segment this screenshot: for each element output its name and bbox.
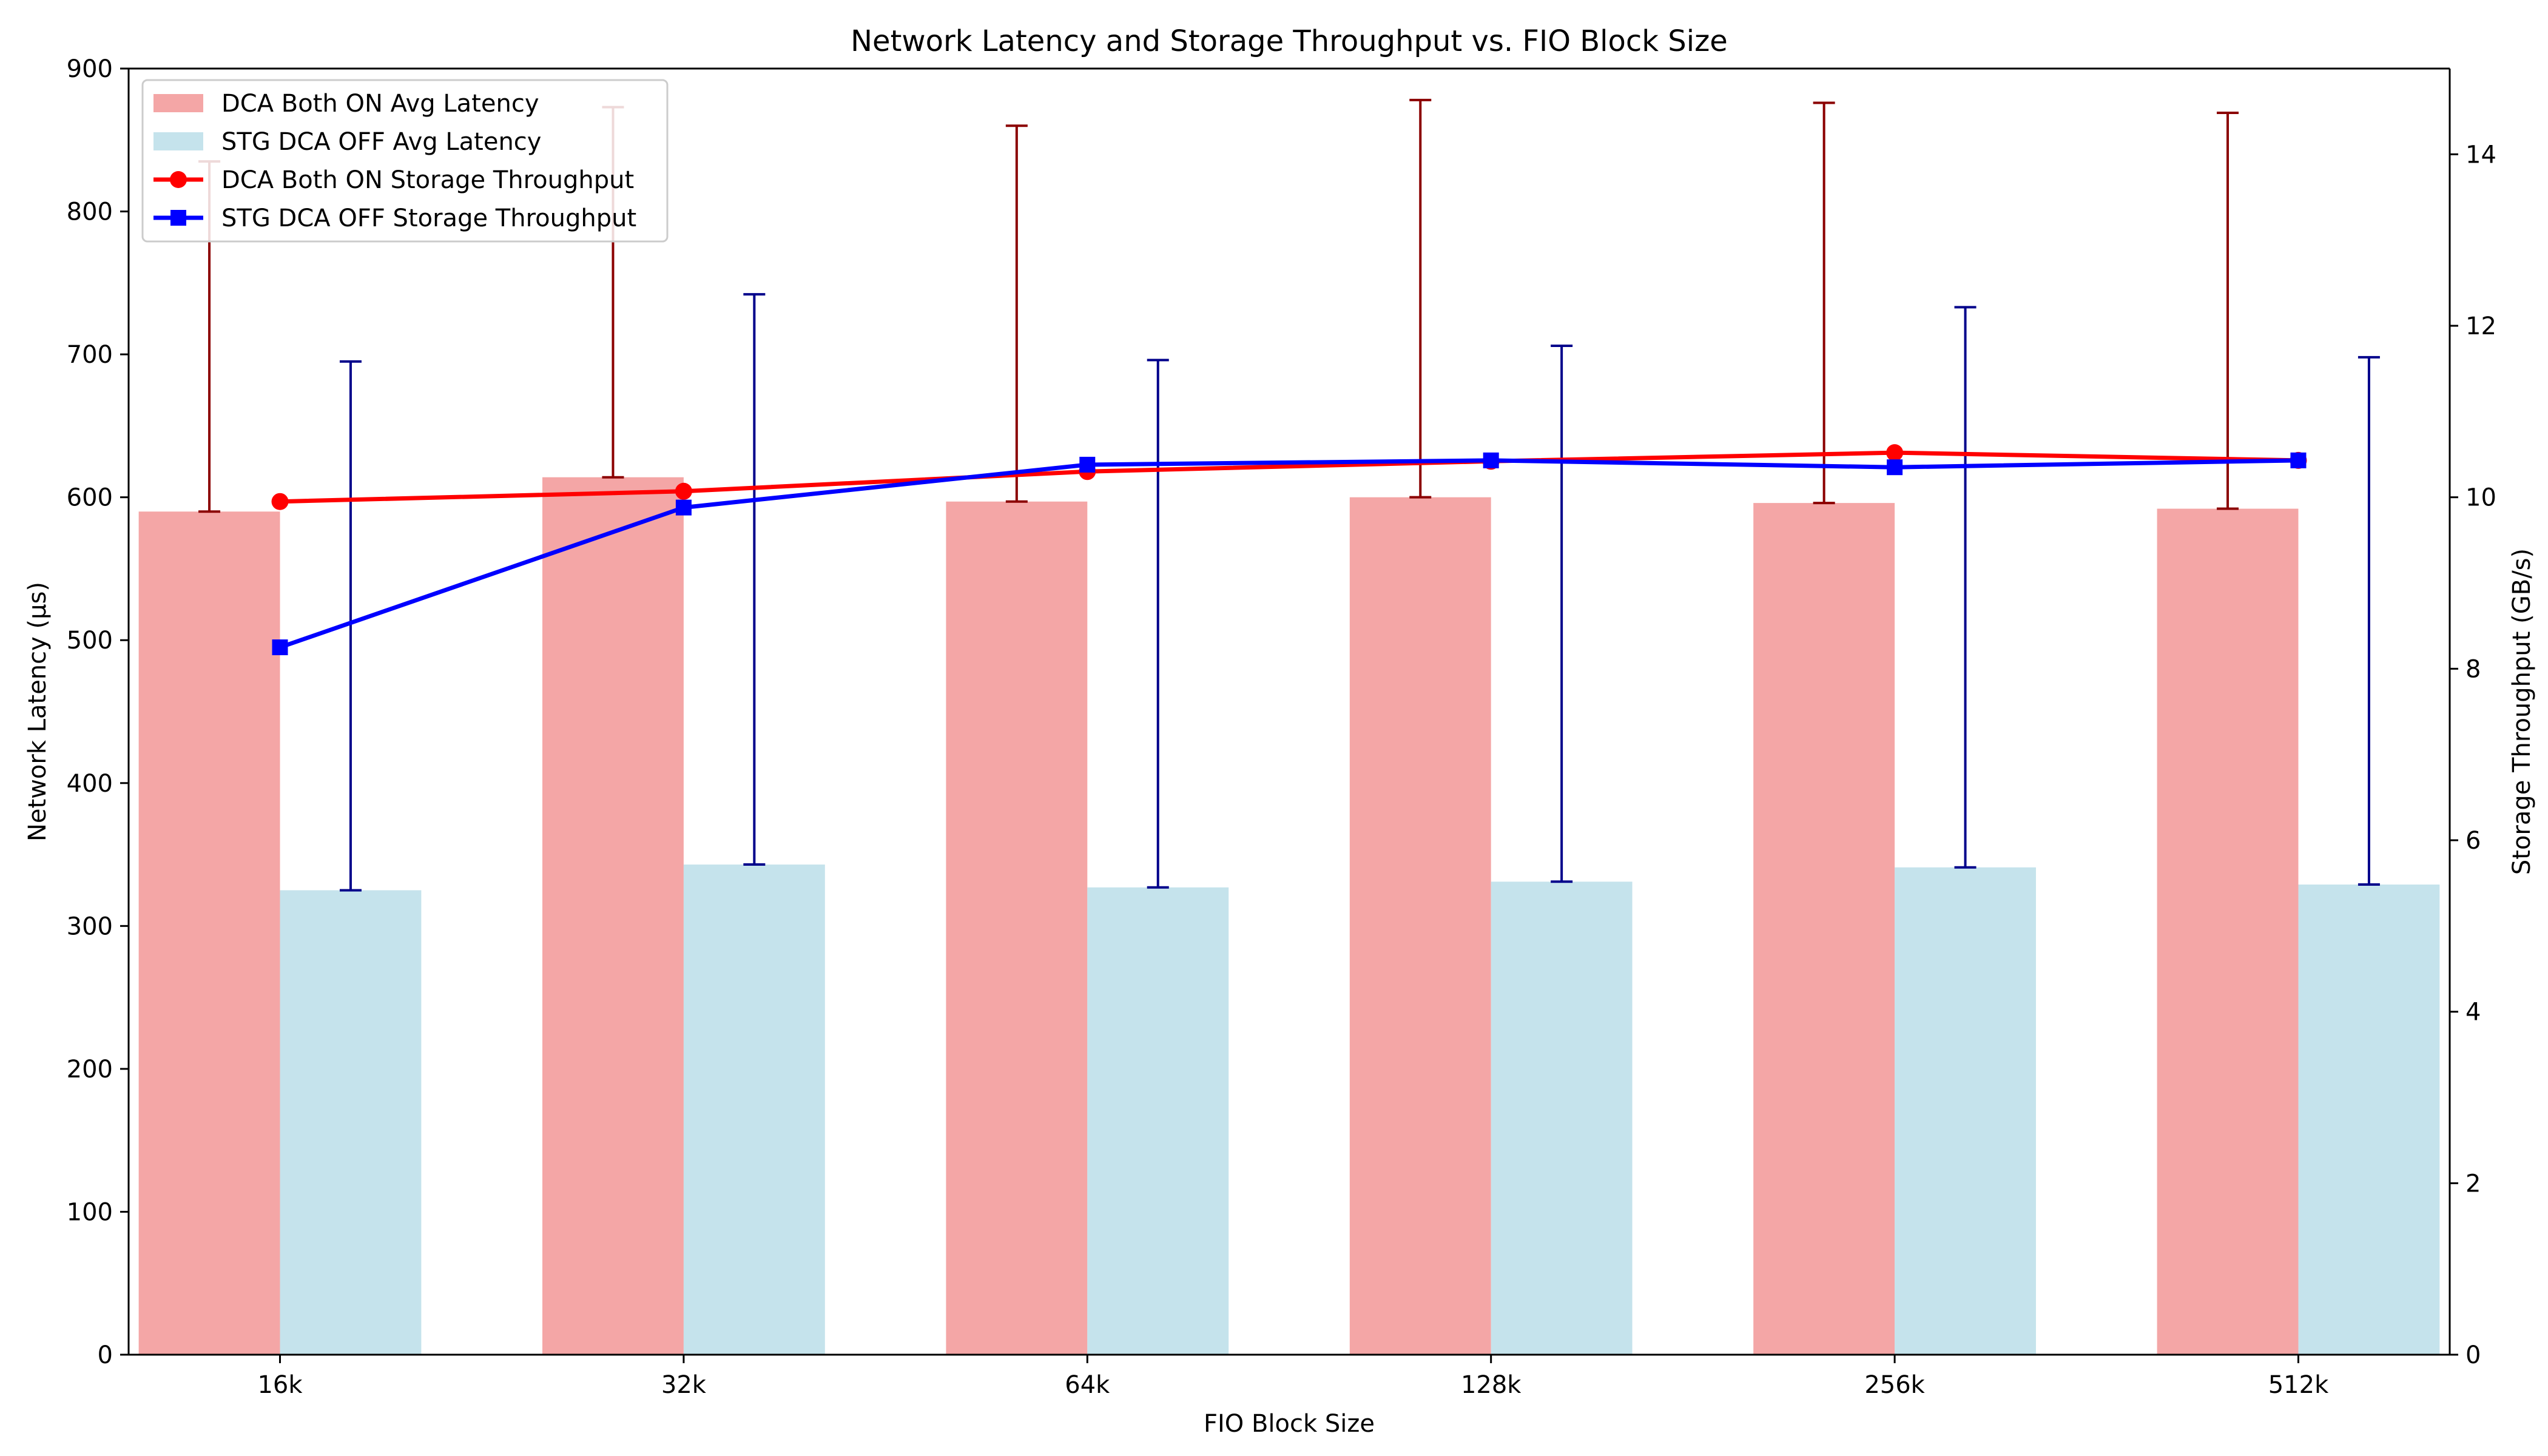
- legend: DCA Both ON Avg Latency STG DCA OFF Avg L…: [141, 79, 669, 243]
- y2-tick-label: 6: [2465, 827, 2481, 855]
- bars-layer: [138, 477, 2440, 1355]
- x-tick-label: 128k: [1461, 1371, 1522, 1399]
- bar: [2298, 885, 2440, 1355]
- y2-axis-label: Storage Throughput (GB/s): [2508, 548, 2536, 875]
- y-tick-label: 500: [67, 627, 113, 655]
- bar: [683, 864, 825, 1355]
- y-axis-label: Network Latency (µs): [24, 582, 52, 841]
- point-marker: [675, 482, 692, 500]
- x-tick-label: 32k: [661, 1371, 707, 1399]
- point-marker: [1079, 456, 1096, 473]
- y2-tick-label: 4: [2465, 999, 2481, 1026]
- bar: [280, 890, 422, 1355]
- bar: [138, 511, 280, 1355]
- series-line: [280, 450, 2299, 504]
- point-marker: [2290, 452, 2307, 468]
- bar: [1753, 503, 1895, 1355]
- y2-tick-label: 14: [2465, 141, 2496, 169]
- point-marker: [1887, 459, 1903, 476]
- y-tick-label: 900: [67, 55, 113, 83]
- point-marker: [271, 493, 289, 510]
- y-tick-label: 800: [67, 198, 113, 226]
- bar: [1087, 887, 1229, 1355]
- legend-marker: [170, 210, 186, 226]
- legend-box: [141, 79, 669, 243]
- y-tick-label: 0: [98, 1341, 113, 1369]
- y-tick-label: 100: [67, 1198, 113, 1226]
- y2-tick-label: 2: [2465, 1170, 2481, 1198]
- y-tick-label: 200: [67, 1056, 113, 1084]
- point-marker: [1483, 452, 1499, 468]
- point-marker: [272, 639, 288, 655]
- chart-title: Network Latency and Storage Throughput v…: [851, 24, 1728, 58]
- bar: [1491, 881, 1633, 1355]
- y2-tick-label: 12: [2465, 312, 2496, 340]
- series-line: [279, 458, 2299, 650]
- y2-tick-label: 8: [2465, 655, 2481, 683]
- legend-label: DCA Both ON Avg Latency: [221, 90, 539, 118]
- bar: [1349, 497, 1491, 1355]
- legend-label: DCA Both ON Storage Throughput: [221, 166, 634, 194]
- point-marker: [1886, 444, 1904, 462]
- x-tick-label: 256k: [1864, 1371, 1925, 1399]
- y-tick-label: 400: [67, 770, 113, 798]
- y-tick-label: 300: [67, 912, 113, 940]
- x-tick-label: 64k: [1065, 1371, 1110, 1399]
- y2-tick-label: 10: [2465, 484, 2496, 512]
- y-tick-label: 600: [67, 484, 113, 512]
- legend-swatch: [153, 94, 203, 112]
- bar: [2157, 508, 2299, 1355]
- point-marker: [675, 499, 692, 516]
- error-bars-layer: [198, 98, 2380, 892]
- y-tick-label: 700: [67, 341, 113, 369]
- bar: [946, 501, 1088, 1355]
- legend-label: STG DCA OFF Storage Throughput: [221, 204, 636, 232]
- x-axis-label: FIO Block Size: [1204, 1410, 1375, 1438]
- bar: [1895, 867, 2036, 1355]
- legend-marker: [170, 171, 187, 188]
- y2-tick-label: 0: [2465, 1341, 2481, 1369]
- x-tick-label: 512k: [2268, 1371, 2329, 1399]
- x-tick-label: 16k: [257, 1371, 303, 1399]
- axes-layer: 0 100 200 300 400 500 600 700 800 900 0 2 4 6 8 10 12 14 1…: [67, 55, 2496, 1399]
- lines-layer: [271, 444, 2307, 655]
- legend-label: STG DCA OFF Avg Latency: [221, 128, 541, 156]
- bar: [542, 477, 684, 1355]
- legend-swatch: [153, 132, 203, 150]
